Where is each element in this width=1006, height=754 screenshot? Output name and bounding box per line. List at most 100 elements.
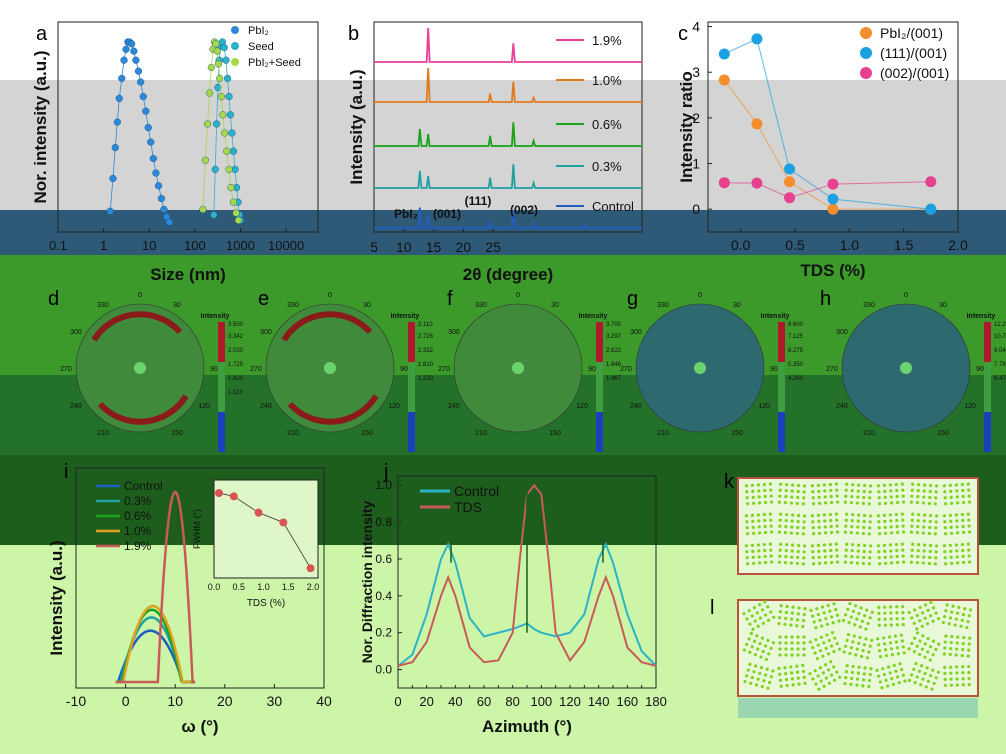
- crystal-grain: [744, 512, 774, 536]
- polar-angle-label: 0: [698, 292, 702, 299]
- data-point: [228, 129, 236, 137]
- lattice-dot: [967, 664, 971, 669]
- y-axis-label: Intensity ratio: [677, 71, 696, 182]
- lattice-dot: [817, 489, 821, 493]
- lattice-dot: [778, 635, 782, 639]
- lattice-dot: [795, 670, 800, 674]
- lattice-dot: [910, 641, 914, 646]
- lattice-dot: [923, 616, 927, 620]
- data-point: [222, 56, 230, 64]
- lattice-dot: [943, 646, 947, 650]
- y-tick-label: 0.4: [375, 589, 392, 603]
- lattice-dot: [820, 605, 825, 609]
- lattice-dot: [962, 560, 966, 565]
- lattice-dot: [835, 554, 839, 558]
- data-point: [205, 89, 214, 97]
- polar-angle-label: 210: [863, 430, 875, 437]
- crystal-grain: [742, 631, 776, 661]
- lattice-dot: [844, 554, 848, 558]
- lattice-dot: [883, 555, 887, 559]
- lattice-dot: [856, 677, 860, 681]
- lattice-dot: [746, 668, 750, 672]
- lattice-dot: [868, 673, 872, 677]
- diffraction-arc: [281, 311, 373, 342]
- lattice-dot: [926, 636, 930, 641]
- lattice-dot: [943, 496, 947, 500]
- axes-frame: [373, 21, 643, 233]
- lattice-dot: [884, 678, 888, 682]
- axes-frame: [57, 21, 319, 233]
- lattice-dot: [921, 634, 925, 638]
- lattice-dot: [858, 625, 862, 629]
- lattice-dot: [754, 664, 758, 668]
- lattice-dot: [861, 501, 865, 506]
- lattice-dot: [955, 677, 959, 681]
- crystal-grain: [843, 482, 873, 506]
- beam-center: [134, 362, 146, 374]
- lattice-dot: [766, 618, 771, 622]
- lattice-dot: [759, 655, 763, 659]
- lattice-dot: [818, 618, 822, 622]
- legend-label: 1.9%: [124, 539, 152, 553]
- colorbar-tick-label: 2.332: [418, 348, 434, 354]
- panel-k-schematic: [737, 477, 979, 575]
- lattice-dot: [915, 631, 920, 635]
- lattice-dot: [949, 555, 953, 559]
- lattice-dot: [910, 518, 914, 522]
- lattice-dot: [900, 482, 904, 486]
- panel-letter-c: c: [678, 23, 688, 45]
- colorbar-label: Intensity: [967, 313, 996, 320]
- inset-y-axis-label: FWHM (°): [192, 509, 202, 549]
- lattice-dot: [961, 554, 965, 559]
- legend-marker: [860, 47, 872, 59]
- lattice-dot: [746, 532, 750, 536]
- lattice-dot: [831, 621, 835, 625]
- lattice-dot: [771, 641, 776, 645]
- polar-angle-label: 300: [448, 329, 460, 336]
- polar-angle-label: 90: [976, 366, 984, 373]
- lattice-dot: [829, 524, 833, 529]
- polar-angle-label: 90: [770, 366, 778, 373]
- lattice-dot: [843, 560, 847, 564]
- lattice-dot: [960, 512, 964, 517]
- lattice-dot: [835, 500, 840, 504]
- data-point: [154, 182, 163, 190]
- lattice-dot: [943, 556, 947, 560]
- colorbar-label: Intensity: [761, 313, 790, 320]
- lattice-dot: [868, 644, 872, 648]
- lattice-dot: [747, 637, 751, 641]
- polar-angle-label: 330: [863, 302, 875, 309]
- lattice-dot: [757, 549, 761, 553]
- lattice-dot: [944, 502, 948, 506]
- lattice-dot: [922, 519, 926, 523]
- lattice-dot: [959, 624, 963, 628]
- polar-angle-label: 210: [657, 430, 669, 437]
- lattice-dot: [918, 639, 922, 643]
- lattice-dot: [901, 548, 905, 552]
- lattice-dot: [876, 637, 880, 641]
- lattice-dot: [802, 556, 806, 560]
- lattice-dot: [835, 494, 839, 498]
- lattice-dot: [746, 502, 750, 506]
- lattice-dot: [763, 524, 767, 529]
- lattice-dot: [950, 634, 954, 639]
- crystal-grain: [907, 600, 941, 631]
- lattice-dot: [961, 677, 965, 681]
- legend-label: 0.6%: [124, 509, 152, 523]
- peak-label: (111): [465, 194, 492, 208]
- lattice-dot: [876, 484, 880, 488]
- y-axis-label: Intensity (a.u.): [47, 540, 66, 655]
- lattice-dot: [824, 676, 828, 680]
- lattice-dot: [763, 494, 767, 499]
- polar-angle-label: 240: [260, 403, 272, 410]
- lattice-dot: [779, 684, 783, 688]
- lattice-dot: [882, 636, 886, 640]
- lattice-dot: [808, 672, 812, 676]
- lattice-dot: [825, 622, 830, 626]
- lattice-dot: [967, 524, 971, 528]
- lattice-dot: [790, 489, 794, 493]
- crystal-grain: [808, 660, 842, 691]
- data-point: [214, 83, 222, 92]
- lattice-dot: [856, 555, 860, 559]
- data-point: [212, 40, 220, 48]
